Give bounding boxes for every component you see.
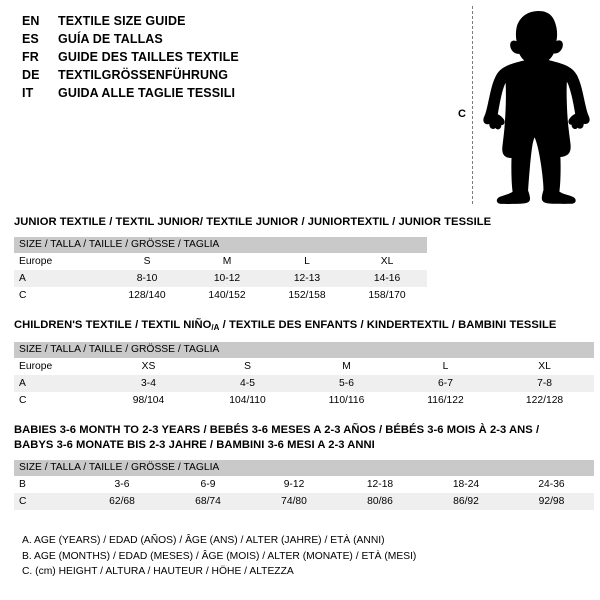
- row-label: C: [14, 392, 99, 409]
- cell: 92/98: [509, 493, 594, 510]
- language-code-fr: FR: [22, 50, 39, 64]
- section-babies-title-line1: BABIES 3-6 MONTH TO 2-3 YEARS / BEBÉS 3-…: [14, 424, 540, 436]
- language-title-en: TEXTILE SIZE GUIDE: [58, 14, 186, 28]
- cell: XL: [495, 358, 595, 375]
- cell: 6-7: [396, 375, 495, 392]
- language-row-de: DE TEXTILGRÖSSENFÜHRUNG: [22, 66, 422, 84]
- cell: 6-9: [165, 476, 251, 493]
- language-code-de: DE: [22, 68, 40, 82]
- cell: 4-5: [198, 375, 297, 392]
- table-row: C 128/140 140/152 152/158 158/170: [14, 287, 428, 304]
- children-band-label: SIZE / TALLA / TAILLE / GRÖSSE / TAGLIA: [14, 342, 595, 358]
- table-row: SIZE / TALLA / TAILLE / GRÖSSE / TAGLIA: [14, 342, 595, 358]
- language-title-block: EN TEXTILE SIZE GUIDE ES GUÍA DE TALLAS …: [22, 12, 422, 102]
- table-row: A 3-4 4-5 5-6 6-7 7-8: [14, 375, 595, 392]
- table-row: B 3-6 6-9 9-12 12-18 18-24 24-36: [14, 476, 594, 493]
- language-row-en: EN TEXTILE SIZE GUIDE: [22, 12, 422, 30]
- legend-item-b: B. AGE (MONTHS) / EDAD (MESES) / ÂGE (MO…: [22, 550, 417, 562]
- table-row: A 8-10 10-12 12-13 14-16: [14, 270, 428, 287]
- cell: 80/86: [337, 493, 423, 510]
- babies-band-label: SIZE / TALLA / TAILLE / GRÖSSE / TAGLIA: [14, 460, 594, 476]
- cell: 152/158: [267, 287, 347, 304]
- cell: 116/122: [396, 392, 495, 409]
- cell: 74/80: [251, 493, 337, 510]
- junior-band-label: SIZE / TALLA / TAILLE / GRÖSSE / TAGLIA: [14, 237, 428, 253]
- legend-item-a: A. AGE (YEARS) / EDAD (AÑOS) / ÂGE (ANS)…: [22, 535, 385, 546]
- row-label: A: [14, 270, 107, 287]
- legend-item-c: C. (cm) HEIGHT / ALTURA / HAUTEUR / HÖHE…: [22, 566, 294, 577]
- section-junior: JUNIOR TEXTILE / TEXTIL JUNIOR/ TEXTILE …: [14, 215, 492, 304]
- section-babies-title-line2: BABYS 3-6 MONATE BIS 2-3 JAHRE / BAMBINI…: [14, 439, 375, 451]
- language-row-es: ES GUÍA DE TALLAS: [22, 30, 422, 48]
- cell: 9-12: [251, 476, 337, 493]
- cell: 3-6: [79, 476, 165, 493]
- section-children-title-sub: /A: [211, 323, 220, 332]
- children-size-table: SIZE / TALLA / TAILLE / GRÖSSE / TAGLIA …: [14, 342, 595, 409]
- cell: 62/68: [79, 493, 165, 510]
- cell: 3-4: [99, 375, 198, 392]
- cell: 14-16: [347, 270, 428, 287]
- cell: 18-24: [423, 476, 509, 493]
- cell: 12-18: [337, 476, 423, 493]
- cell: 98/104: [99, 392, 198, 409]
- language-code-it: IT: [22, 86, 34, 100]
- language-title-de: TEXTILGRÖSSENFÜHRUNG: [58, 68, 229, 82]
- cell: 104/110: [198, 392, 297, 409]
- language-title-fr: GUIDE DES TAILLES TEXTILE: [58, 50, 239, 64]
- legend-block: A. AGE (YEARS) / EDAD (AÑOS) / ÂGE (ANS)…: [22, 533, 502, 580]
- cell: 86/92: [423, 493, 509, 510]
- language-code-es: ES: [22, 32, 39, 46]
- cell: 68/74: [165, 493, 251, 510]
- height-figure: C: [440, 2, 598, 207]
- section-children: CHILDREN'S TEXTILE / TEXTIL NIÑO/A / TEX…: [14, 318, 595, 409]
- cell: 128/140: [107, 287, 187, 304]
- section-children-title-post: / TEXTILE DES ENFANTS / KINDERTEXTIL / B…: [219, 319, 557, 331]
- cell: S: [107, 253, 187, 270]
- row-label: B: [14, 476, 79, 493]
- babies-size-table: SIZE / TALLA / TAILLE / GRÖSSE / TAGLIA …: [14, 460, 594, 510]
- section-babies: BABIES 3-6 MONTH TO 2-3 YEARS / BEBÉS 3-…: [14, 423, 594, 510]
- cell: XS: [99, 358, 198, 375]
- cell: XL: [347, 253, 428, 270]
- row-label: Europe: [14, 358, 99, 375]
- table-row: SIZE / TALLA / TAILLE / GRÖSSE / TAGLIA: [14, 237, 428, 253]
- height-measure-line-icon: [472, 6, 473, 204]
- row-label: A: [14, 375, 99, 392]
- height-measure-label: C: [458, 108, 466, 120]
- cell: L: [396, 358, 495, 375]
- section-children-title: CHILDREN'S TEXTILE / TEXTIL NIÑO/A / TEX…: [14, 318, 594, 335]
- cell: 7-8: [495, 375, 595, 392]
- cell: L: [267, 253, 347, 270]
- cell: 140/152: [187, 287, 267, 304]
- section-junior-title: JUNIOR TEXTILE / TEXTIL JUNIOR/ TEXTILE …: [14, 216, 492, 228]
- cell: 110/116: [297, 392, 396, 409]
- table-row: SIZE / TALLA / TAILLE / GRÖSSE / TAGLIA: [14, 460, 594, 476]
- cell: 24-36: [509, 476, 594, 493]
- junior-size-table: SIZE / TALLA / TAILLE / GRÖSSE / TAGLIA …: [14, 237, 428, 304]
- language-row-it: IT GUIDA ALLE TAGLIE TESSILI: [22, 84, 422, 102]
- language-title-it: GUIDA ALLE TAGLIE TESSILI: [58, 86, 236, 100]
- table-row: C 98/104 104/110 110/116 116/122 122/128: [14, 392, 595, 409]
- table-row: Europe XS S M L XL: [14, 358, 595, 375]
- toddler-silhouette-icon: [483, 11, 590, 204]
- table-row: Europe S M L XL: [14, 253, 428, 270]
- row-label: C: [14, 287, 107, 304]
- language-code-en: EN: [22, 14, 40, 28]
- cell: M: [187, 253, 267, 270]
- section-children-title-pre: CHILDREN'S TEXTILE / TEXTIL NIÑO: [14, 319, 212, 331]
- cell: 8-10: [107, 270, 187, 287]
- cell: 5-6: [297, 375, 396, 392]
- cell: 12-13: [267, 270, 347, 287]
- cell: M: [297, 358, 396, 375]
- table-row: C 62/68 68/74 74/80 80/86 86/92 92/98: [14, 493, 594, 510]
- row-label: Europe: [14, 253, 107, 270]
- cell: 122/128: [495, 392, 595, 409]
- language-row-fr: FR GUIDE DES TAILLES TEXTILE: [22, 48, 422, 66]
- cell: 158/170: [347, 287, 428, 304]
- cell: S: [198, 358, 297, 375]
- row-label: C: [14, 493, 79, 510]
- language-title-es: GUÍA DE TALLAS: [58, 32, 163, 46]
- cell: 10-12: [187, 270, 267, 287]
